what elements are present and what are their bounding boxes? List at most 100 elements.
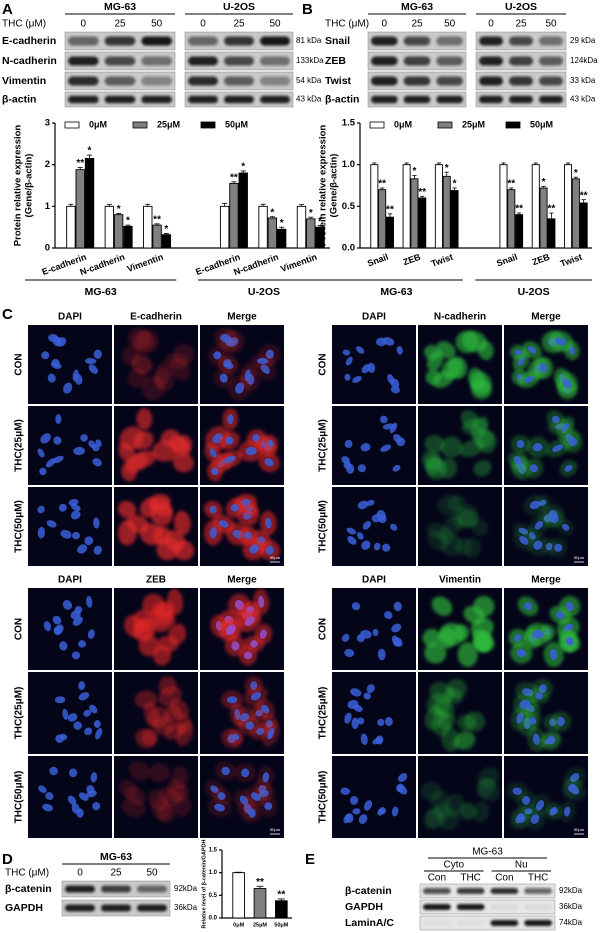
- cells: [220, 676, 280, 749]
- nucleus: [379, 415, 388, 424]
- nucleus: [248, 808, 256, 818]
- blot-band: [479, 36, 503, 46]
- cell-stain: [470, 372, 492, 395]
- y-tick-label: 0.5: [342, 201, 356, 212]
- nucleus: [87, 629, 95, 639]
- nucleus: [54, 696, 66, 704]
- row-label: THC(25μM): [14, 687, 25, 740]
- nucleus: [53, 624, 64, 636]
- cell-stain: [476, 777, 496, 799]
- cells: [512, 494, 575, 558]
- nucleus: [88, 364, 98, 374]
- cell-stain: [172, 452, 194, 473]
- blot-band: [104, 95, 136, 104]
- panel-label: A: [2, 1, 13, 18]
- nucleus: [396, 346, 403, 355]
- y-tick-label: 1.0: [342, 159, 355, 170]
- cells: [424, 330, 494, 400]
- row-label: THC(25μM): [318, 419, 329, 472]
- blot-band: [68, 36, 99, 46]
- blot-band: [509, 95, 533, 104]
- nucleus: [550, 514, 559, 524]
- nucleus: [41, 351, 50, 360]
- row-label: THC(50μM): [318, 500, 329, 553]
- nucleus: [219, 373, 228, 383]
- legend-swatch: [369, 121, 385, 129]
- blot-band: [68, 76, 99, 86]
- nucleus: [95, 728, 103, 740]
- cells: [422, 595, 495, 668]
- blot-band: [423, 904, 451, 910]
- y-tick-label: 2: [45, 159, 50, 170]
- nucleus: [84, 727, 93, 736]
- row-label: CON: [14, 618, 25, 640]
- cell-stain: [457, 641, 478, 668]
- blot-band: [403, 56, 431, 66]
- nucleus: [250, 692, 262, 701]
- cell-stain: [447, 356, 468, 380]
- nucleus: [356, 532, 364, 540]
- nucleus: [62, 708, 69, 720]
- blot-band: [436, 36, 463, 46]
- nucleus: [73, 721, 82, 730]
- cells: [341, 601, 403, 661]
- cell-stain: [148, 763, 170, 783]
- cell-stain: [464, 711, 486, 732]
- nucleus: [551, 415, 560, 424]
- dose: 25: [233, 19, 245, 30]
- column-header: Merge: [531, 312, 561, 323]
- x-tick-label: 0μM: [233, 922, 244, 928]
- y-tick-label: 0.5: [209, 893, 218, 899]
- bar: [161, 234, 172, 249]
- nucleus: [347, 536, 357, 545]
- nucleus: [245, 446, 257, 456]
- cell-stain: [437, 494, 461, 516]
- dose-label: THC (μM): [5, 868, 49, 879]
- legend-label: 0μM: [89, 119, 107, 129]
- cells: [41, 333, 102, 394]
- blot-row-label: β-catenin: [5, 883, 52, 895]
- nucleus: [93, 545, 102, 555]
- dose-label: THC (μM): [325, 19, 369, 30]
- panel-label: D: [2, 851, 13, 868]
- nucleus: [78, 792, 89, 801]
- cell-stain: [173, 510, 191, 536]
- kda-label: 29 kDa: [570, 36, 596, 45]
- dose: 25: [110, 868, 122, 879]
- y-tick-label: 3: [45, 118, 50, 129]
- legend-swatch: [132, 121, 148, 129]
- cells: [37, 498, 102, 555]
- legend-swatch: [505, 121, 521, 129]
- cells: [424, 678, 486, 752]
- nucleus: [519, 536, 529, 545]
- nucleus: [39, 467, 47, 476]
- nucleus: [48, 333, 59, 343]
- blot-band: [456, 904, 485, 910]
- bar: [579, 202, 588, 249]
- dose: 0: [81, 19, 87, 30]
- bar: [418, 197, 427, 249]
- kda-label: 43 kDa: [296, 95, 322, 104]
- blot-band: [141, 76, 172, 86]
- cell-stain: [421, 450, 442, 470]
- blot-band: [479, 76, 503, 86]
- nucleus: [516, 648, 527, 658]
- nucleus: [398, 773, 408, 783]
- x-tick-label: 50μM: [274, 922, 288, 928]
- nucleus: [60, 529, 72, 539]
- cell-stain: [134, 690, 158, 709]
- cell-stain: [443, 688, 463, 705]
- cell-stain: [439, 622, 465, 646]
- nucleus: [377, 648, 386, 661]
- column-header: Merge: [227, 575, 257, 586]
- nucleus: [86, 595, 93, 608]
- nucleus: [250, 640, 259, 648]
- bar: [515, 214, 524, 249]
- nucleus: [244, 369, 251, 381]
- cells: [204, 761, 278, 824]
- column-header: DAPI: [362, 312, 386, 323]
- nucleus: [532, 443, 543, 452]
- blot-band: [260, 36, 290, 46]
- nucleus: [252, 434, 260, 442]
- nucleus: [264, 802, 273, 811]
